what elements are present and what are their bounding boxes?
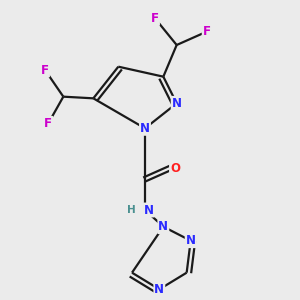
Text: N: N <box>154 283 164 296</box>
Text: F: F <box>44 117 52 130</box>
Text: N: N <box>140 122 150 135</box>
Text: N: N <box>158 220 168 233</box>
Text: N: N <box>144 203 154 217</box>
Text: F: F <box>41 64 49 76</box>
Text: F: F <box>203 25 211 38</box>
Text: F: F <box>151 12 159 25</box>
Text: N: N <box>186 234 196 247</box>
Text: N: N <box>172 97 182 110</box>
Text: H: H <box>127 205 135 215</box>
Text: O: O <box>170 162 180 175</box>
